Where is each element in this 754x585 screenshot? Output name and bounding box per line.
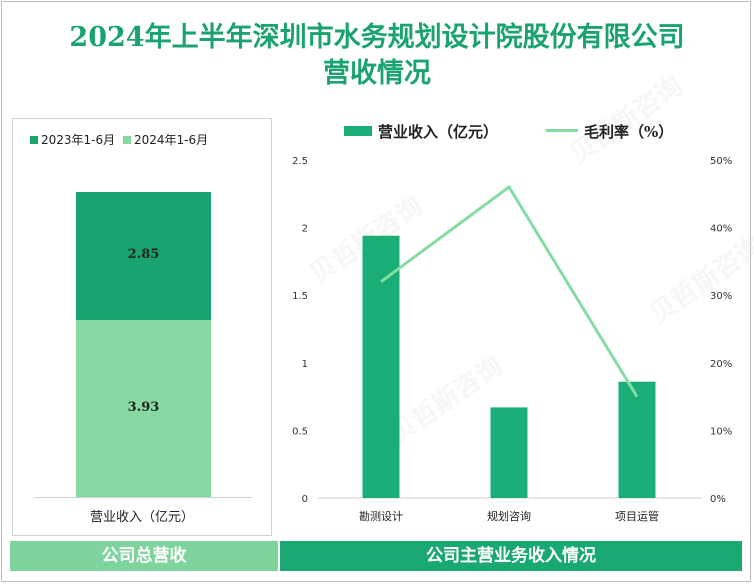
left-legend: 2023年1-6月 2024年1-6月 [30, 131, 212, 148]
y-right-tick-label: 30% [710, 291, 732, 302]
y-right-tick-label: 50% [710, 156, 732, 167]
y-left-tick-label: 2.5 [292, 156, 308, 167]
left-legend-item-2024: 2024年1-6月 [122, 131, 209, 148]
stack-bar-2023 [76, 192, 211, 321]
margin-line [380, 184, 639, 398]
left-legend-label-2023: 2023年1-6月 [41, 133, 116, 147]
banner-total-revenue: 公司总营收 [10, 541, 278, 571]
legend-label-revenue: 营业收入（亿元） [378, 123, 499, 141]
legend-item-revenue: 营业收入（亿元） [344, 121, 498, 142]
page-title: 2024年上半年深圳市水务规划设计院股份有限公司 [69, 22, 685, 53]
y-left-tick-label: 0.5 [292, 426, 308, 437]
y-left-tick-label: 1.5 [292, 291, 308, 302]
y-left-tick-label: 0 [302, 494, 308, 505]
stack-label-2024: 3.93 [127, 399, 160, 415]
legend-swatch-2023 [30, 136, 38, 144]
revenue-bar [618, 381, 656, 498]
left-x-axis-label: 营业收入（亿元） [89, 510, 194, 525]
legend-swatch-revenue [344, 126, 372, 136]
y-right-tick-label: 10% [710, 426, 732, 437]
revenue-bar [362, 235, 400, 498]
y-right-tick-label: 0% [710, 494, 726, 505]
revenue-bar [490, 407, 528, 498]
page-subtitle: 营收情况 [323, 58, 431, 89]
legend-label-margin: 毛利率（%） [584, 123, 674, 141]
stack-label-2023: 2.85 [127, 247, 160, 263]
left-legend-item-2023: 2023年1-6月 [30, 131, 115, 148]
legend-item-margin: 毛利率（%） [546, 121, 673, 142]
y-right-tick-label: 40% [710, 224, 732, 235]
legend-swatch-margin [546, 129, 578, 132]
left-baseline [34, 497, 252, 498]
banner-main-business: 公司主营业务收入情况 [280, 541, 742, 571]
x-category-label: 项目运管 [615, 509, 659, 523]
y-right-tick-label: 20% [710, 359, 732, 370]
legend-swatch-2024 [122, 136, 131, 144]
x-category-label: 勘测设计 [359, 510, 403, 523]
y-left-tick-label: 2 [302, 224, 308, 235]
stack-bar-2024 [76, 320, 211, 497]
x-category-label: 规划咨询 [487, 509, 531, 523]
left-legend-label-2024: 2024年1-6月 [133, 133, 209, 147]
y-left-tick-label: 1 [302, 359, 308, 370]
